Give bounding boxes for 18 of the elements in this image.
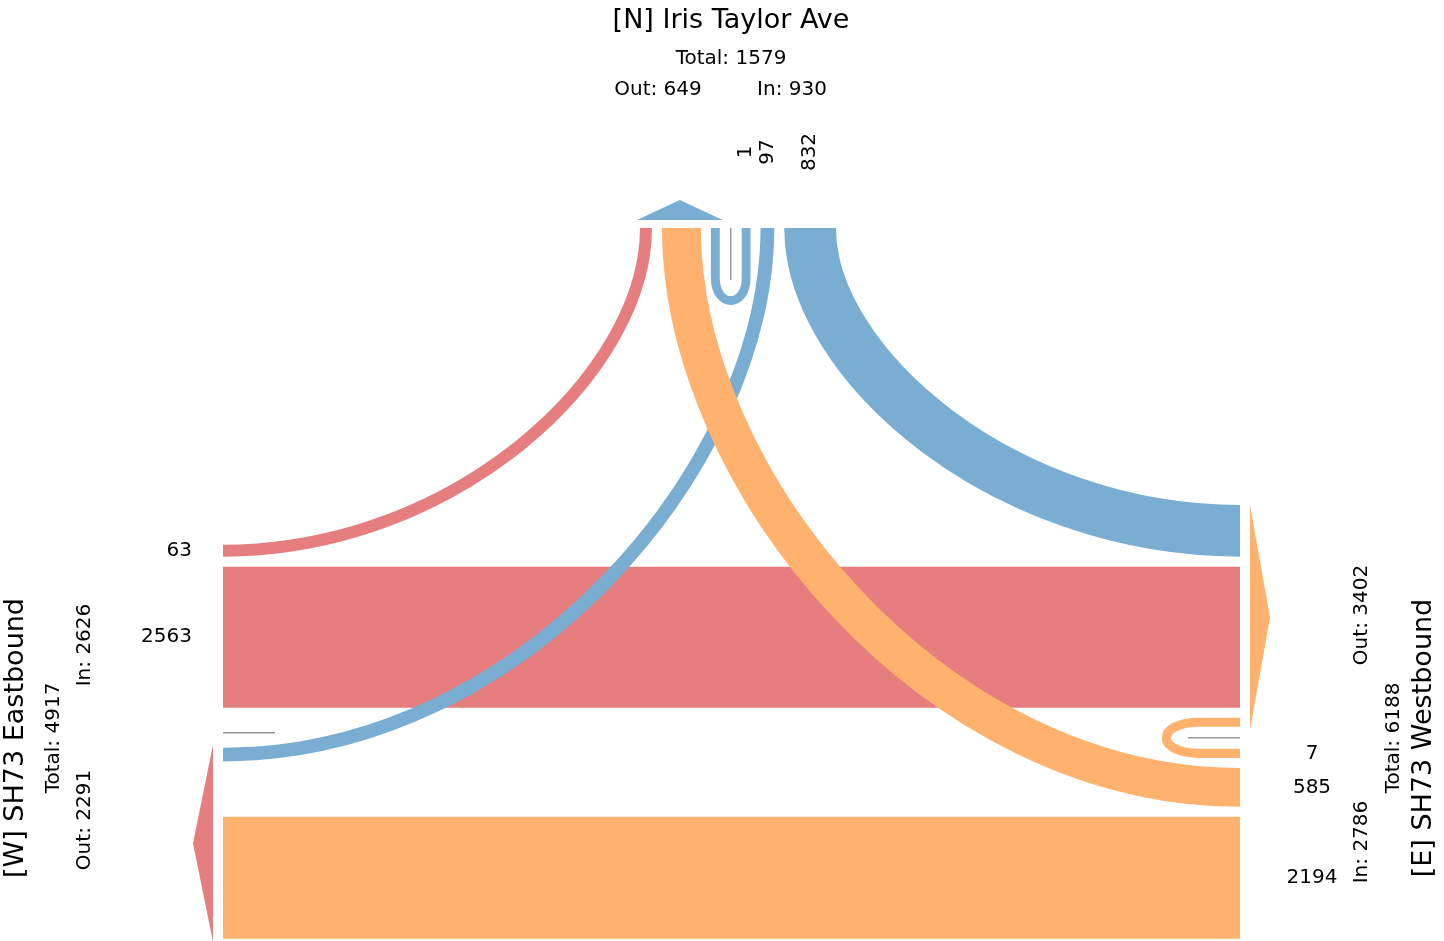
data-label: 7	[1305, 739, 1319, 764]
category-label: [E] SH73 Westbound	[1406, 598, 1438, 878]
data-label: 2563	[141, 623, 192, 648]
category-label: [W] SH73 Eastbound	[0, 597, 30, 879]
data-label: 585	[1292, 773, 1332, 798]
text: In: 2626	[71, 603, 96, 687]
data-label: 832	[796, 132, 821, 172]
data-label: 63	[166, 536, 192, 561]
text: Total: 4917	[40, 682, 65, 795]
data-label: 2194	[1286, 864, 1338, 889]
text: Total: 1579	[674, 45, 787, 70]
text: Out: 649	[614, 76, 702, 101]
text: In: 2786	[1348, 800, 1373, 884]
text: Total: 6188	[1380, 682, 1405, 795]
category-label: [N] Iris Taylor Ave	[612, 3, 850, 35]
text: In: 930	[757, 76, 827, 101]
text: Out: 3402	[1348, 564, 1373, 666]
text: Out: 2291	[71, 769, 96, 871]
